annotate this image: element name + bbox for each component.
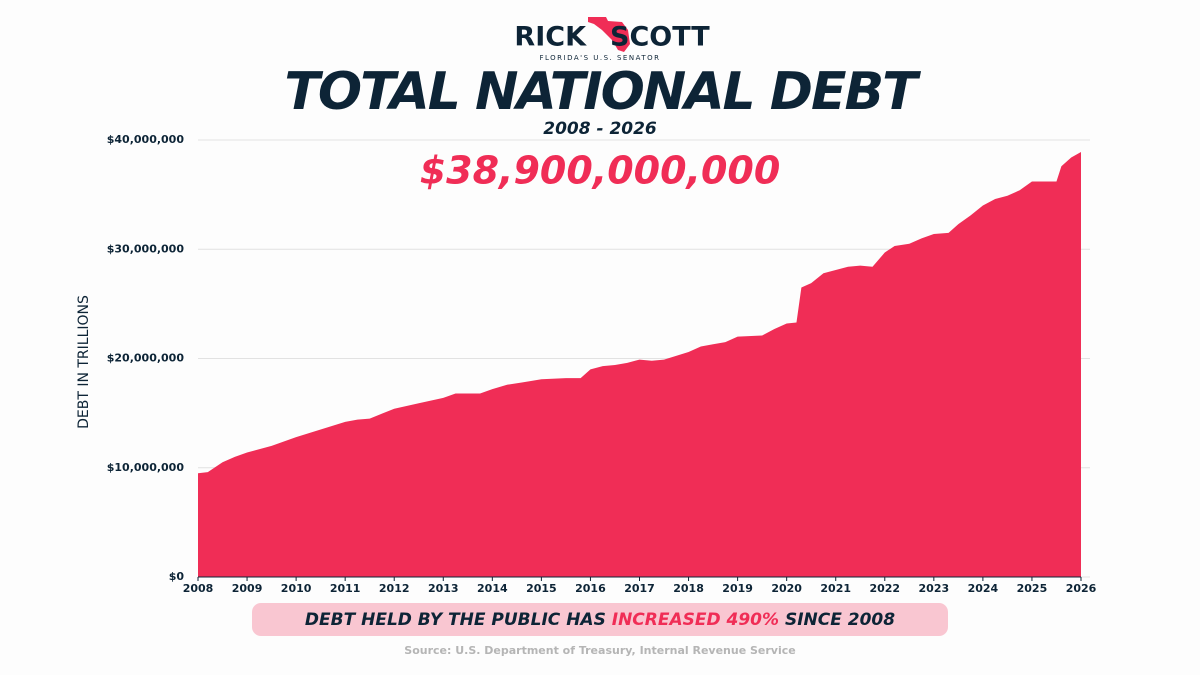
logo-tagline: FLORIDA'S U.S. SENATOR bbox=[539, 54, 660, 62]
footer-note: DEBT HELD BY THE PUBLIC HAS INCREASED 49… bbox=[305, 610, 895, 630]
y-tick-label: $0 bbox=[169, 570, 185, 583]
chart-title: TOTAL NATIONAL DEBT bbox=[284, 62, 921, 122]
logo-florida bbox=[588, 17, 630, 52]
footer-note-part: INCREASED 490% bbox=[612, 610, 779, 630]
chart-subtitle: 2008 - 2026 bbox=[543, 119, 657, 139]
x-tick-label: 2021 bbox=[820, 582, 851, 595]
x-tick-label: 2010 bbox=[281, 582, 312, 595]
x-tick-label: 2017 bbox=[624, 582, 655, 595]
area bbox=[198, 152, 1081, 577]
plot: $0 $10,000,000 $20,000,000 $30,000,000 $40,0… bbox=[107, 133, 1097, 595]
x-tick-label: 2020 bbox=[771, 582, 802, 595]
logo-name: SCOTT bbox=[610, 22, 710, 53]
x-tick-label: 2008 bbox=[183, 582, 214, 595]
y-axis-label: DEBT IN TRILLIONS bbox=[76, 295, 92, 429]
annotation: $38,900,000,000 bbox=[420, 149, 781, 193]
y-tick-label: $30,000,000 bbox=[107, 242, 185, 255]
x-tick-label: 2024 bbox=[968, 582, 999, 595]
y-tick-label: $40,000,000 bbox=[107, 133, 185, 146]
footer-note-part: DEBT HELD BY THE PUBLIC HAS bbox=[305, 610, 612, 630]
footer-note-part: SINCE 2008 bbox=[779, 610, 895, 630]
x-tick-label: 2014 bbox=[477, 582, 508, 595]
footer-banner bbox=[252, 603, 948, 636]
source: Source: U.S. Department of Treasury, Int… bbox=[404, 644, 795, 657]
y-tick-label: $20,000,000 bbox=[107, 352, 185, 365]
x-tick-label: 2019 bbox=[722, 582, 753, 595]
x-tick-label: 2018 bbox=[673, 582, 704, 595]
logo-name: RICK bbox=[514, 22, 587, 53]
x-tick-label: 2009 bbox=[232, 582, 263, 595]
x-tick-label: 2025 bbox=[1017, 582, 1048, 595]
x-tick-label: 2015 bbox=[526, 582, 557, 595]
x-tick-label: 2023 bbox=[919, 582, 950, 595]
x-tick-label: 2011 bbox=[330, 582, 361, 595]
x-tick-label: 2022 bbox=[869, 582, 900, 595]
y-tick-label: $10,000,000 bbox=[107, 461, 185, 474]
x-tick-label: 2012 bbox=[379, 582, 410, 595]
x-tick-label: 2016 bbox=[575, 582, 606, 595]
x-tick-label: 2013 bbox=[428, 582, 459, 595]
x-tick-label: 2026 bbox=[1066, 582, 1097, 595]
